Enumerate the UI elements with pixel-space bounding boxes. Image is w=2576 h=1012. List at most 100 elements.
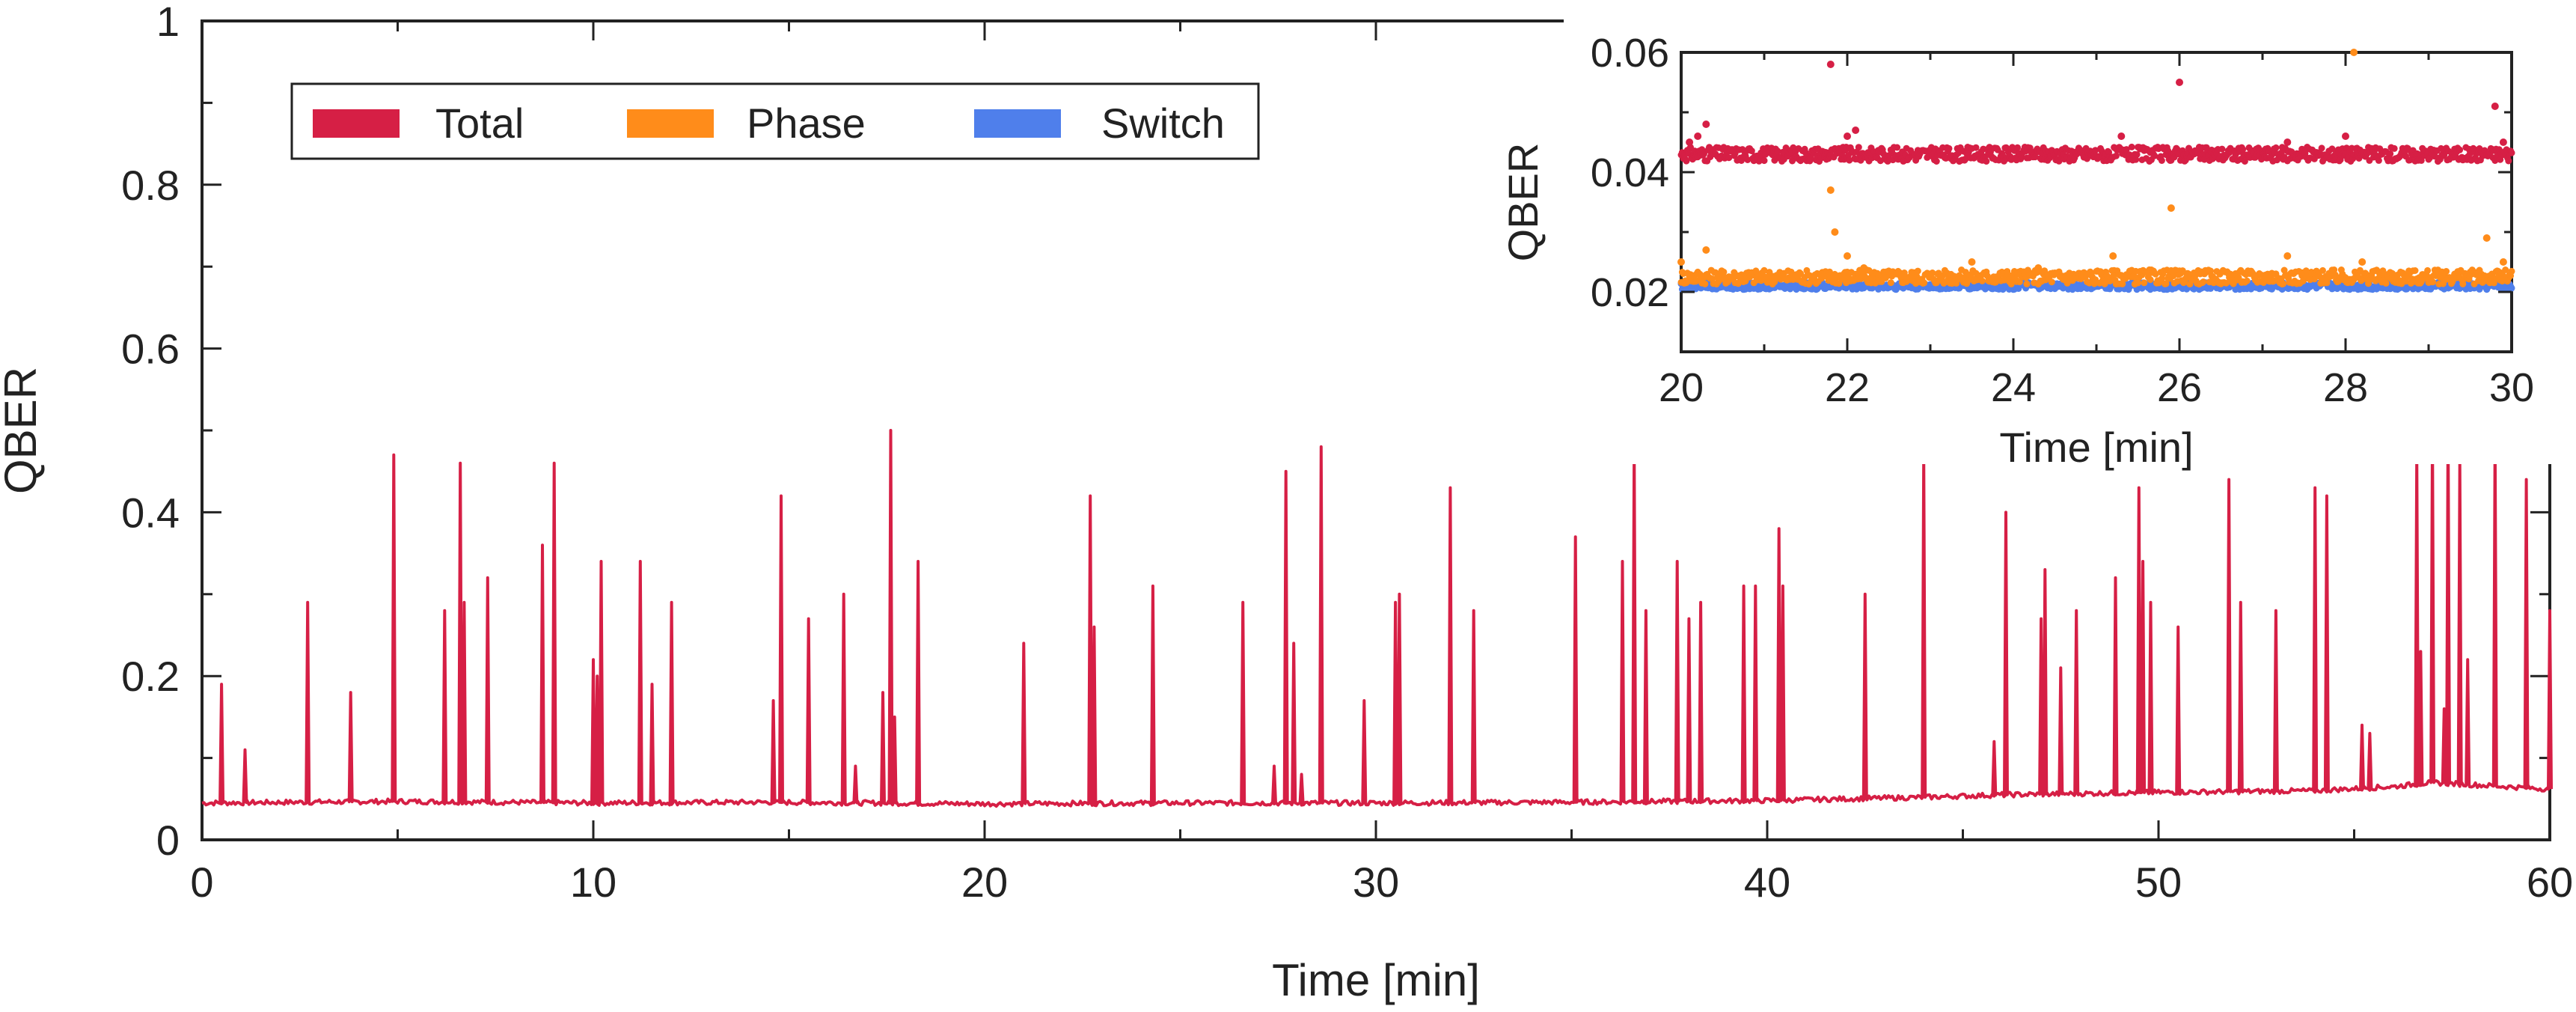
inset-point bbox=[2133, 151, 2141, 158]
main-x-tick-label: 0 bbox=[190, 859, 213, 906]
inset-point bbox=[1701, 280, 1709, 287]
inset-point bbox=[1894, 144, 1901, 151]
legend-label-phase: Phase bbox=[747, 100, 866, 147]
inset-point bbox=[2007, 280, 2015, 287]
inset-point bbox=[2497, 156, 2504, 163]
inset-outlier-point bbox=[2034, 264, 2043, 272]
inset-outlier-point bbox=[1860, 264, 1868, 272]
main-x-tick-label: 60 bbox=[2527, 859, 2573, 906]
inset-point bbox=[2112, 152, 2120, 159]
legend-swatch-phase bbox=[627, 109, 714, 138]
inset-point bbox=[1929, 269, 1936, 276]
inset-x-tick-label: 28 bbox=[2323, 365, 2368, 410]
inset-point bbox=[1846, 156, 1853, 164]
inset-point bbox=[2162, 280, 2170, 287]
inset-point bbox=[2280, 280, 2287, 287]
main-x-tick-label: 50 bbox=[2135, 859, 2182, 906]
main-x-axis-label: Time [min] bbox=[1272, 955, 1480, 1005]
inset-point bbox=[2135, 279, 2141, 287]
inset-x-tick-label: 20 bbox=[1659, 365, 1704, 410]
inset-plot: 20 22 24 26 28 30 0.02 0.04 0.06 Time [min] QBER bbox=[1499, 1, 2574, 471]
inset-outlier-point bbox=[1702, 121, 1710, 128]
main-x-tick-label: 20 bbox=[961, 859, 1008, 906]
inset-point bbox=[1924, 153, 1931, 161]
inset-outlier-point bbox=[1968, 258, 1976, 266]
inset-outlier-point bbox=[1694, 132, 1702, 140]
inset-point bbox=[2491, 275, 2499, 283]
inset-point bbox=[2243, 277, 2251, 284]
inset-outlier-point bbox=[2109, 252, 2117, 260]
inset-point bbox=[1921, 279, 1928, 287]
legend-swatch-total bbox=[313, 109, 400, 138]
series-line-total bbox=[201, 421, 2553, 808]
inset-point bbox=[2459, 280, 2467, 287]
inset-point bbox=[1887, 279, 1894, 287]
inset-point bbox=[1760, 266, 1768, 274]
legend-swatch-switch bbox=[974, 109, 1061, 138]
inset-point bbox=[2456, 146, 2464, 153]
inset-series-phase bbox=[1677, 49, 2515, 288]
main-y-tick-label: 0 bbox=[156, 817, 180, 864]
main-y-tick-label: 0.6 bbox=[121, 326, 180, 373]
inset-point bbox=[1962, 155, 1969, 162]
inset-point bbox=[2128, 143, 2135, 150]
inset-point bbox=[2151, 152, 2159, 159]
inset-y-axis-label: QBER bbox=[1499, 143, 1546, 262]
inset-point bbox=[2508, 267, 2515, 275]
inset-point bbox=[2424, 266, 2432, 274]
inset-point bbox=[1725, 154, 1733, 162]
inset-point bbox=[2092, 147, 2099, 154]
inset-point bbox=[1787, 268, 1795, 275]
inset-outlier-point bbox=[1844, 252, 1851, 260]
inset-point bbox=[2382, 279, 2390, 287]
legend-label-switch: Switch bbox=[1101, 100, 1225, 147]
main-x-tick-label: 40 bbox=[1744, 859, 1790, 906]
inset-ticks: 20 22 24 26 28 30 0.02 0.04 0.06 bbox=[1591, 31, 2534, 410]
inset-point bbox=[2508, 284, 2515, 292]
inset-point bbox=[2417, 156, 2425, 164]
inset-point bbox=[2123, 146, 2130, 153]
inset-point bbox=[1972, 144, 1980, 151]
inset-point bbox=[1962, 269, 1969, 276]
inset-point bbox=[1855, 144, 1862, 151]
inset-outlier-point bbox=[2167, 204, 2175, 212]
inset-point bbox=[1744, 156, 1752, 163]
main-y-tick-label: 0.8 bbox=[121, 162, 180, 209]
inset-point bbox=[2375, 156, 2382, 164]
inset-outlier-point bbox=[2358, 258, 2367, 266]
inset-outlier-point bbox=[1702, 246, 1710, 254]
inset-point bbox=[2390, 144, 2398, 152]
inset-point bbox=[2502, 266, 2509, 273]
inset-outlier-point bbox=[2342, 132, 2349, 140]
main-y-axis-label: QBER bbox=[0, 367, 46, 494]
inset-point bbox=[2272, 144, 2280, 151]
inset-point bbox=[2328, 145, 2336, 153]
inset-outlier-point bbox=[2350, 49, 2358, 56]
inset-outlier-point bbox=[2499, 258, 2507, 266]
inset-outlier-point bbox=[2283, 138, 2292, 146]
inset-point bbox=[1983, 158, 1990, 165]
inset-point bbox=[2152, 270, 2159, 278]
inset-outlier-point bbox=[2482, 234, 2491, 242]
inset-series bbox=[1677, 49, 2515, 293]
legend: Total Phase Switch bbox=[290, 82, 1260, 160]
inset-point bbox=[2318, 144, 2325, 152]
inset-point bbox=[2505, 157, 2512, 165]
main-y-tick-label: 0.4 bbox=[121, 489, 180, 536]
inset-point bbox=[2141, 279, 2148, 287]
inset-outlier-point bbox=[1686, 138, 1694, 146]
inset-x-tick-label: 26 bbox=[2157, 365, 2202, 410]
inset-point bbox=[1760, 157, 1768, 165]
inset-outlier-point bbox=[2117, 132, 2126, 140]
inset-outlier-point bbox=[1677, 258, 1685, 266]
inset-point bbox=[2147, 276, 2154, 284]
inset-series-total bbox=[1677, 61, 2515, 165]
inset-outlier-point bbox=[1844, 132, 1851, 140]
inset-outlier-point bbox=[1831, 228, 1839, 236]
inset-x-axis-label: Time [min] bbox=[1999, 424, 2193, 471]
inset-point bbox=[1835, 280, 1843, 287]
inset-point bbox=[1945, 144, 1953, 152]
main-x-tick-label: 30 bbox=[1353, 859, 1399, 906]
